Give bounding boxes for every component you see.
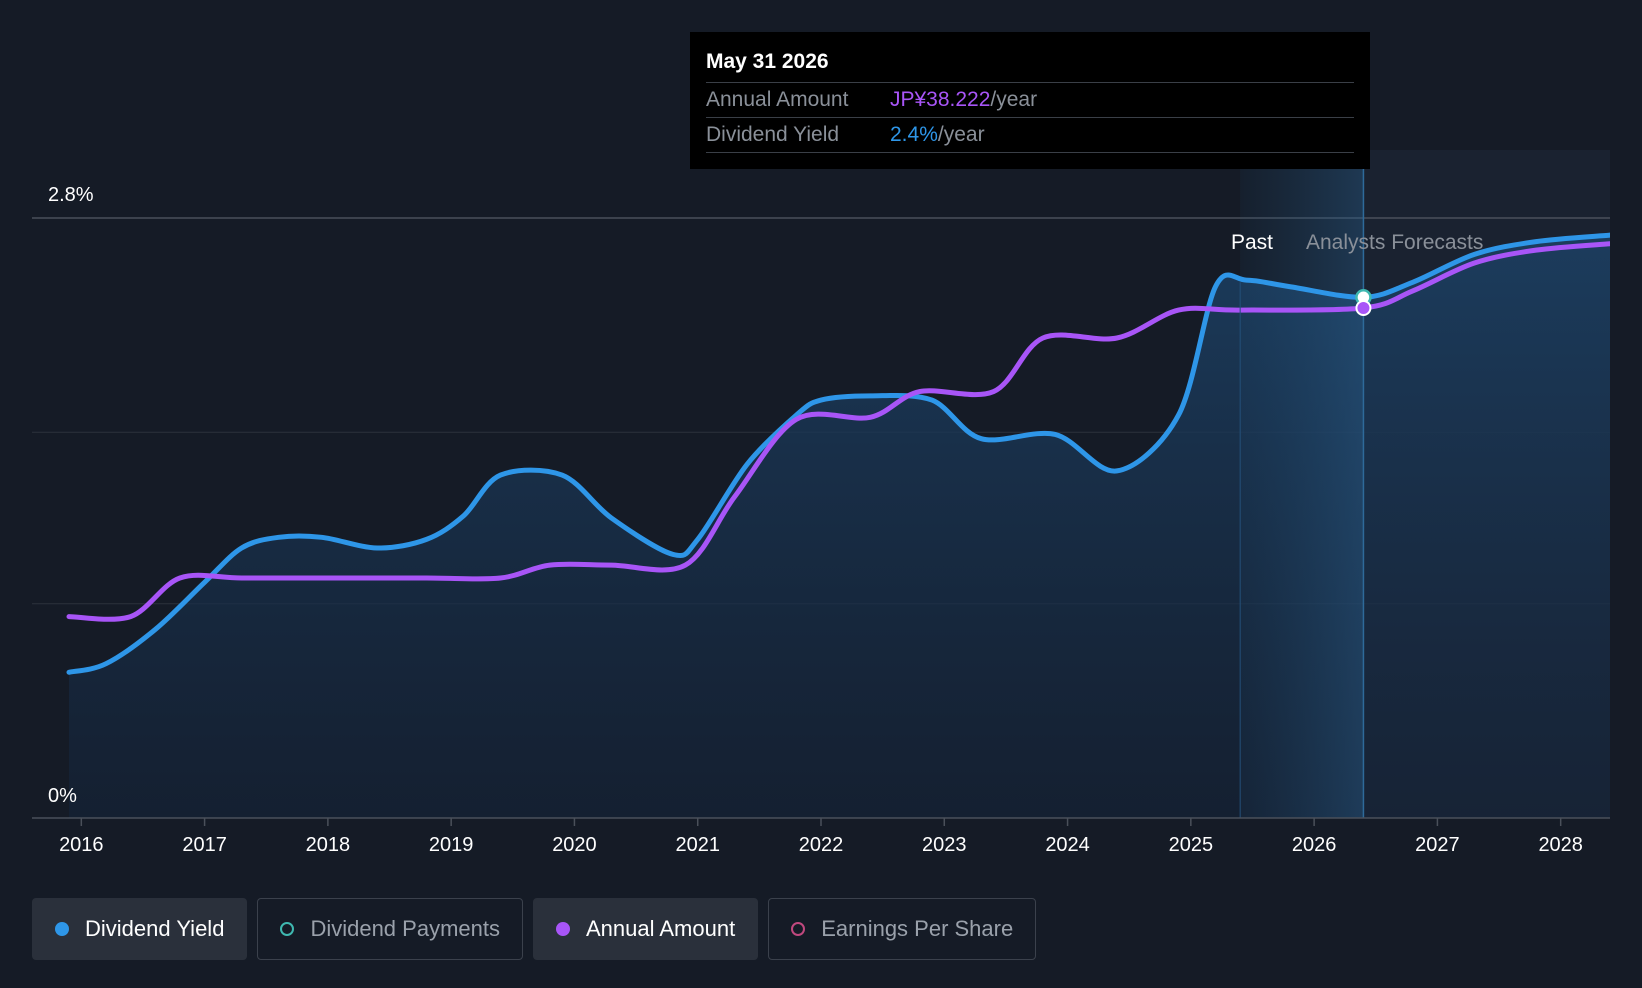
x-tick-label: 2018 [306, 834, 351, 856]
highlight-band [1240, 150, 1364, 818]
x-tick-label: 2028 [1538, 834, 1583, 856]
x-tick-label: 2023 [922, 834, 967, 856]
past-label: Past [1231, 231, 1273, 254]
tooltip-unit: /year [937, 123, 985, 146]
legend-dividend-payments[interactable]: Dividend Payments [257, 898, 523, 960]
dividend-payments-ring-icon [280, 922, 295, 936]
x-tick-label: 2016 [59, 834, 104, 856]
legend-annual-amount[interactable]: Annual Amount [532, 898, 759, 960]
legend-earnings-per-share[interactable]: Earnings Per Share [768, 898, 1037, 960]
tooltip-label: Annual Amount [706, 88, 849, 111]
x-tick-label: 2019 [429, 834, 474, 856]
tooltip: May 31 2026 Annual Amount JP¥38.222 /yea… [690, 32, 1370, 169]
annual-amount-dot-icon [555, 922, 570, 936]
legend: Dividend Yield Dividend Payments Annual … [32, 898, 1037, 960]
y-axis-bottom-label: 0% [48, 785, 77, 807]
x-tick-label: 2021 [675, 834, 720, 856]
tooltip-row-annual-amount: Annual Amount JP¥38.222 /year [706, 83, 1354, 118]
dividend-yield-dot-icon [55, 922, 69, 936]
tooltip-value: 2.4% [890, 123, 938, 146]
x-tick-label: 2026 [1292, 834, 1337, 856]
x-tick-label: 2017 [182, 834, 227, 856]
y-axis-top-label: 2.8% [48, 184, 94, 206]
tooltip-row-dividend-yield: Dividend Yield 2.4% /year [706, 118, 1354, 153]
forecast-label: Analysts Forecasts [1306, 231, 1483, 254]
earnings-per-share-ring-icon [791, 922, 806, 936]
x-tick-label: 2027 [1415, 834, 1460, 856]
legend-label: Earnings Per Share [821, 916, 1014, 941]
x-tick-label: 2024 [1045, 834, 1090, 856]
dividend-yield-area [69, 235, 1610, 818]
legend-dividend-yield[interactable]: Dividend Yield [32, 898, 248, 960]
tooltip-value: JP¥38.222 [890, 88, 991, 111]
x-tick-label: 2020 [552, 834, 597, 856]
legend-label: Annual Amount [585, 916, 736, 941]
legend-label: Dividend Yield [85, 916, 225, 941]
tooltip-date: May 31 2026 [706, 46, 1354, 83]
x-tick-label: 2022 [799, 834, 844, 856]
legend-label: Dividend Payments [310, 916, 500, 941]
dividend-yield-line [66, 232, 1610, 675]
tooltip-unit: /year [990, 88, 1038, 111]
tooltip-label: Dividend Yield [706, 123, 840, 146]
x-tick-label: 2025 [1169, 834, 1214, 856]
annual-amount-marker [1355, 300, 1372, 316]
